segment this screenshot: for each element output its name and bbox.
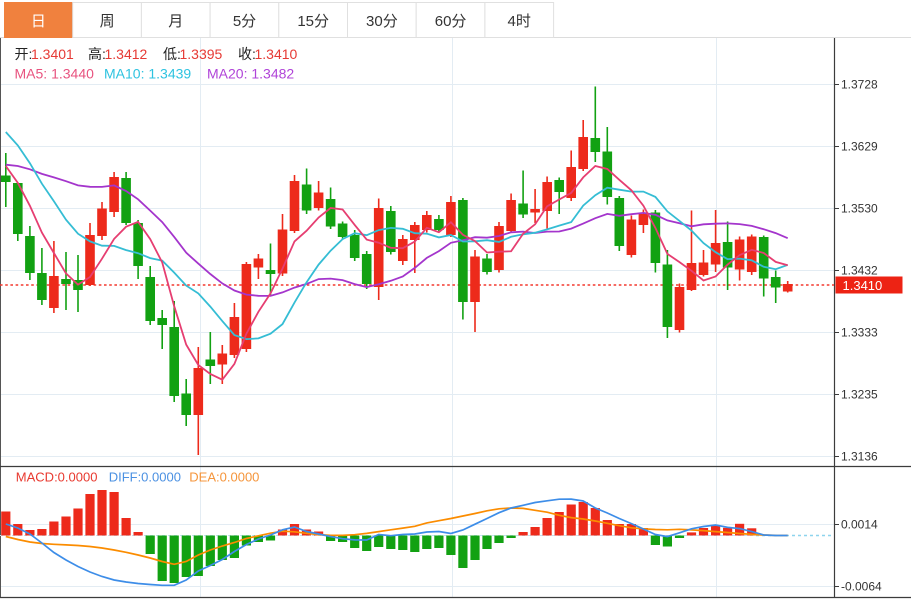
svg-text:1.3432: 1.3432 <box>841 264 878 278</box>
svg-text:MACD:0.0000: MACD:0.0000 <box>16 470 98 485</box>
svg-text:1.3333: 1.3333 <box>841 326 878 340</box>
svg-text:1.3235: 1.3235 <box>841 388 878 402</box>
svg-text:高:: 高: <box>88 46 106 62</box>
svg-text:MA20: 1.3482: MA20: 1.3482 <box>207 66 294 82</box>
svg-text:1.3395: 1.3395 <box>180 46 223 62</box>
svg-text:0.0014: 0.0014 <box>841 518 878 532</box>
svg-text:60分: 60分 <box>435 13 467 30</box>
svg-text:1.3136: 1.3136 <box>841 450 878 464</box>
svg-text:MA5: 1.3440: MA5: 1.3440 <box>15 66 95 82</box>
svg-text:日: 日 <box>31 13 46 30</box>
svg-text:1.3530: 1.3530 <box>841 202 878 216</box>
svg-text:1.3412: 1.3412 <box>105 46 148 62</box>
svg-text:周: 周 <box>100 13 115 30</box>
svg-text:-0.0064: -0.0064 <box>841 580 882 594</box>
svg-text:1.3410: 1.3410 <box>255 46 298 62</box>
svg-text:DEA:0.0000: DEA:0.0000 <box>189 470 259 485</box>
svg-text:MA10: 1.3439: MA10: 1.3439 <box>104 66 191 82</box>
svg-text:15分: 15分 <box>297 13 329 30</box>
svg-text:1.3728: 1.3728 <box>841 78 878 92</box>
svg-text:开:: 开: <box>15 46 33 62</box>
svg-text:1.3410: 1.3410 <box>843 278 883 293</box>
svg-text:30分: 30分 <box>366 13 398 30</box>
svg-text:低:: 低: <box>163 46 181 62</box>
svg-text:DIFF:0.0000: DIFF:0.0000 <box>109 470 181 485</box>
svg-text:1.3401: 1.3401 <box>31 46 74 62</box>
svg-text:4时: 4时 <box>508 13 531 30</box>
svg-text:收:: 收: <box>238 46 256 62</box>
svg-text:月: 月 <box>168 13 183 30</box>
svg-text:5分: 5分 <box>233 13 256 30</box>
svg-text:1.3629: 1.3629 <box>841 140 878 154</box>
